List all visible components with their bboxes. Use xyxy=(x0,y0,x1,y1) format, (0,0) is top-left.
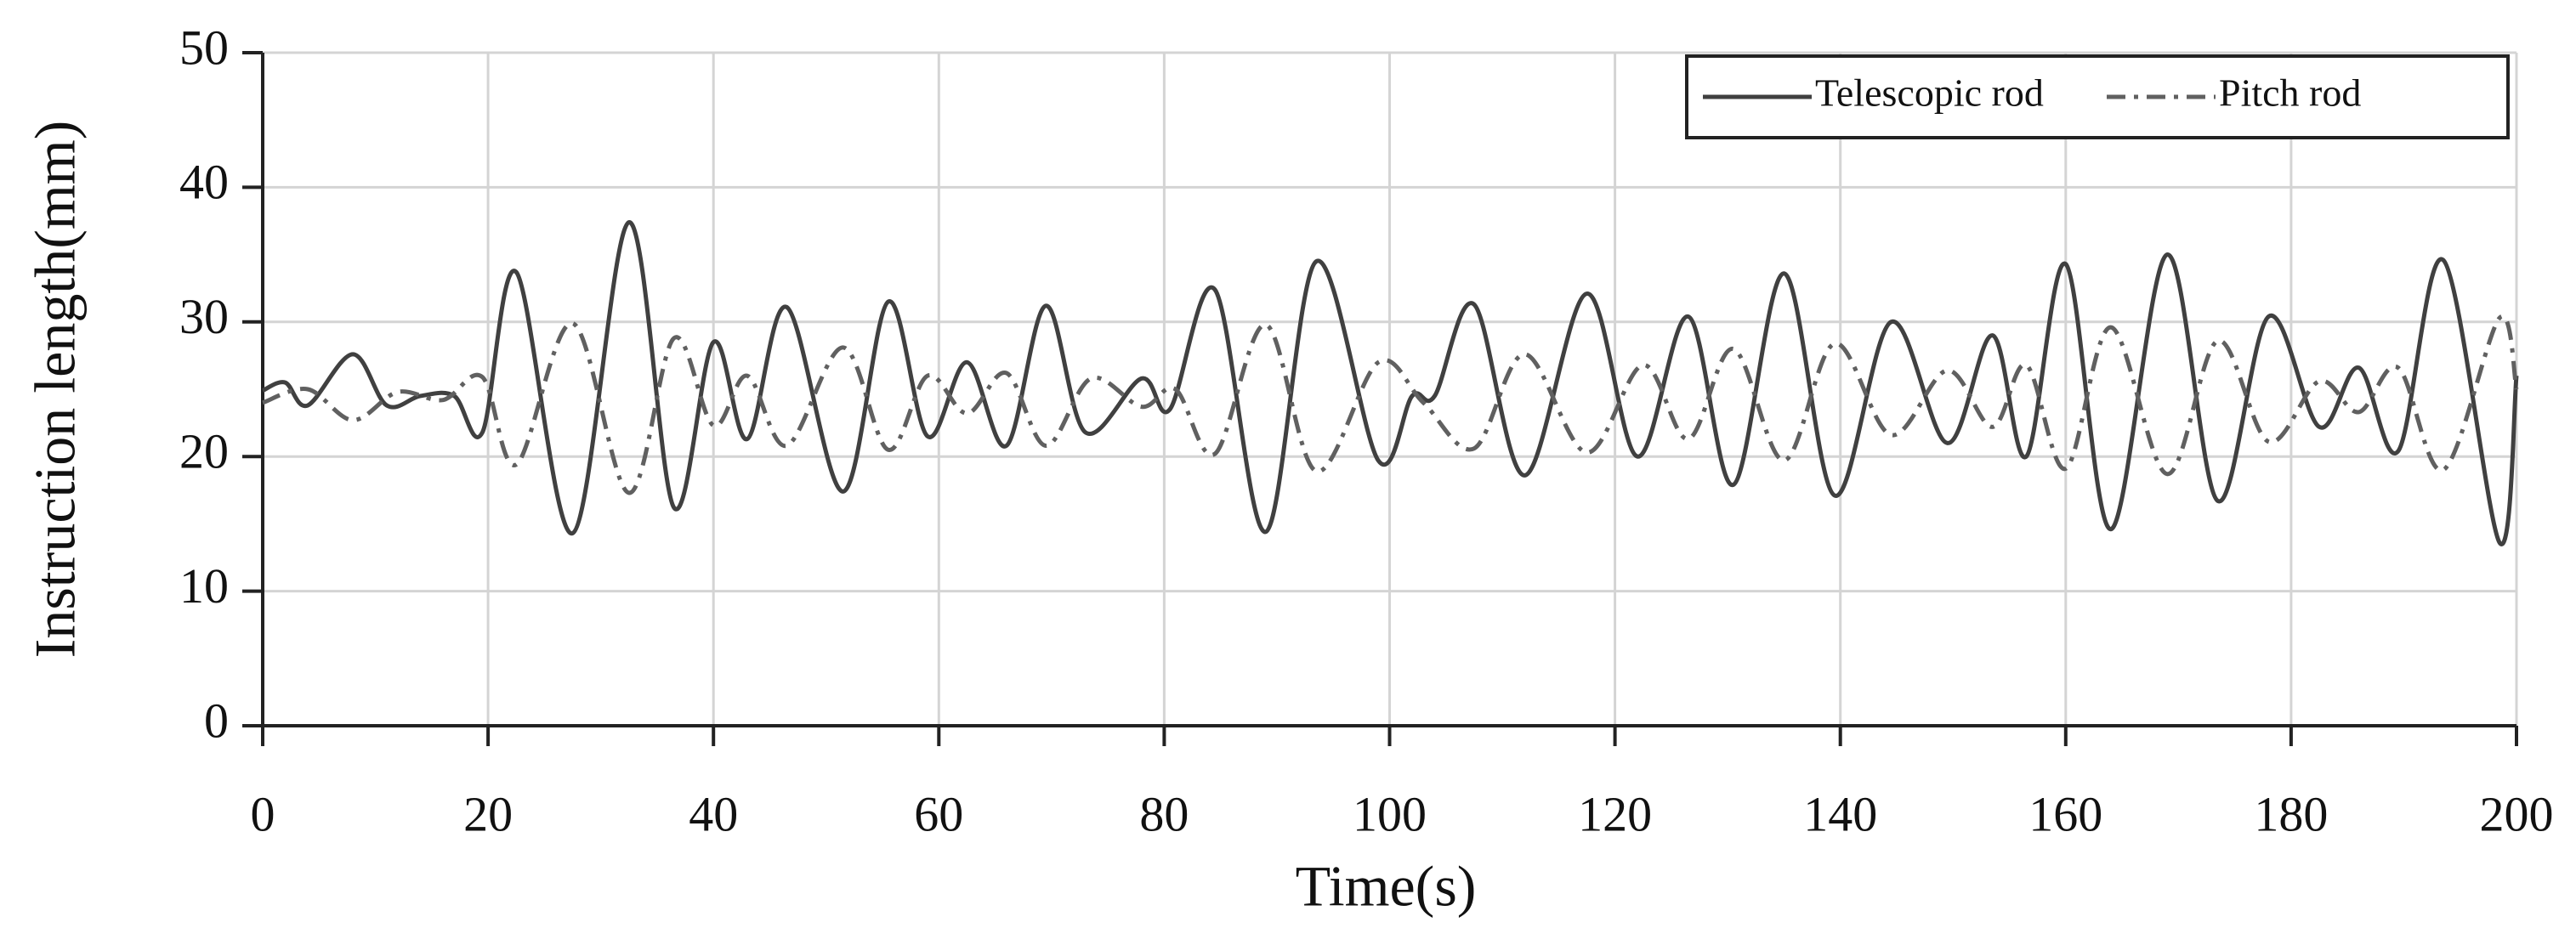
x-tick-label: 140 xyxy=(1803,786,1877,841)
y-tick-label: 10 xyxy=(179,558,229,614)
y-axis-title: Instruction length(mm) xyxy=(23,121,88,659)
legend-label: Telescopic rod xyxy=(1815,71,2044,115)
legend-box xyxy=(1685,54,2510,139)
data-line xyxy=(261,220,2519,546)
x-tick-label: 60 xyxy=(914,786,963,841)
x-tick-label: 160 xyxy=(2028,786,2102,841)
y-tick-label: 40 xyxy=(179,155,229,210)
x-tick-label: 80 xyxy=(1139,786,1189,841)
x-tick-label: 100 xyxy=(1353,786,1427,841)
x-tick-label: 200 xyxy=(2480,786,2554,841)
x-tick-label: 180 xyxy=(2254,786,2328,841)
legend-label: Pitch rod xyxy=(2219,71,2361,115)
y-tick-label: 20 xyxy=(179,424,229,479)
legend: Telescopic rod Pitch rod xyxy=(1685,54,2510,139)
y-tick-label: 50 xyxy=(179,20,229,75)
x-tick-label: 20 xyxy=(463,786,513,841)
y-tick-label: 0 xyxy=(204,693,229,748)
x-tick-label: 40 xyxy=(689,786,738,841)
y-tick-label: 30 xyxy=(179,289,229,344)
data-line xyxy=(262,314,2519,495)
x-tick-label: 0 xyxy=(251,786,275,841)
x-axis-title: Time(s) xyxy=(1296,854,1477,919)
x-tick-label: 120 xyxy=(1578,786,1652,841)
